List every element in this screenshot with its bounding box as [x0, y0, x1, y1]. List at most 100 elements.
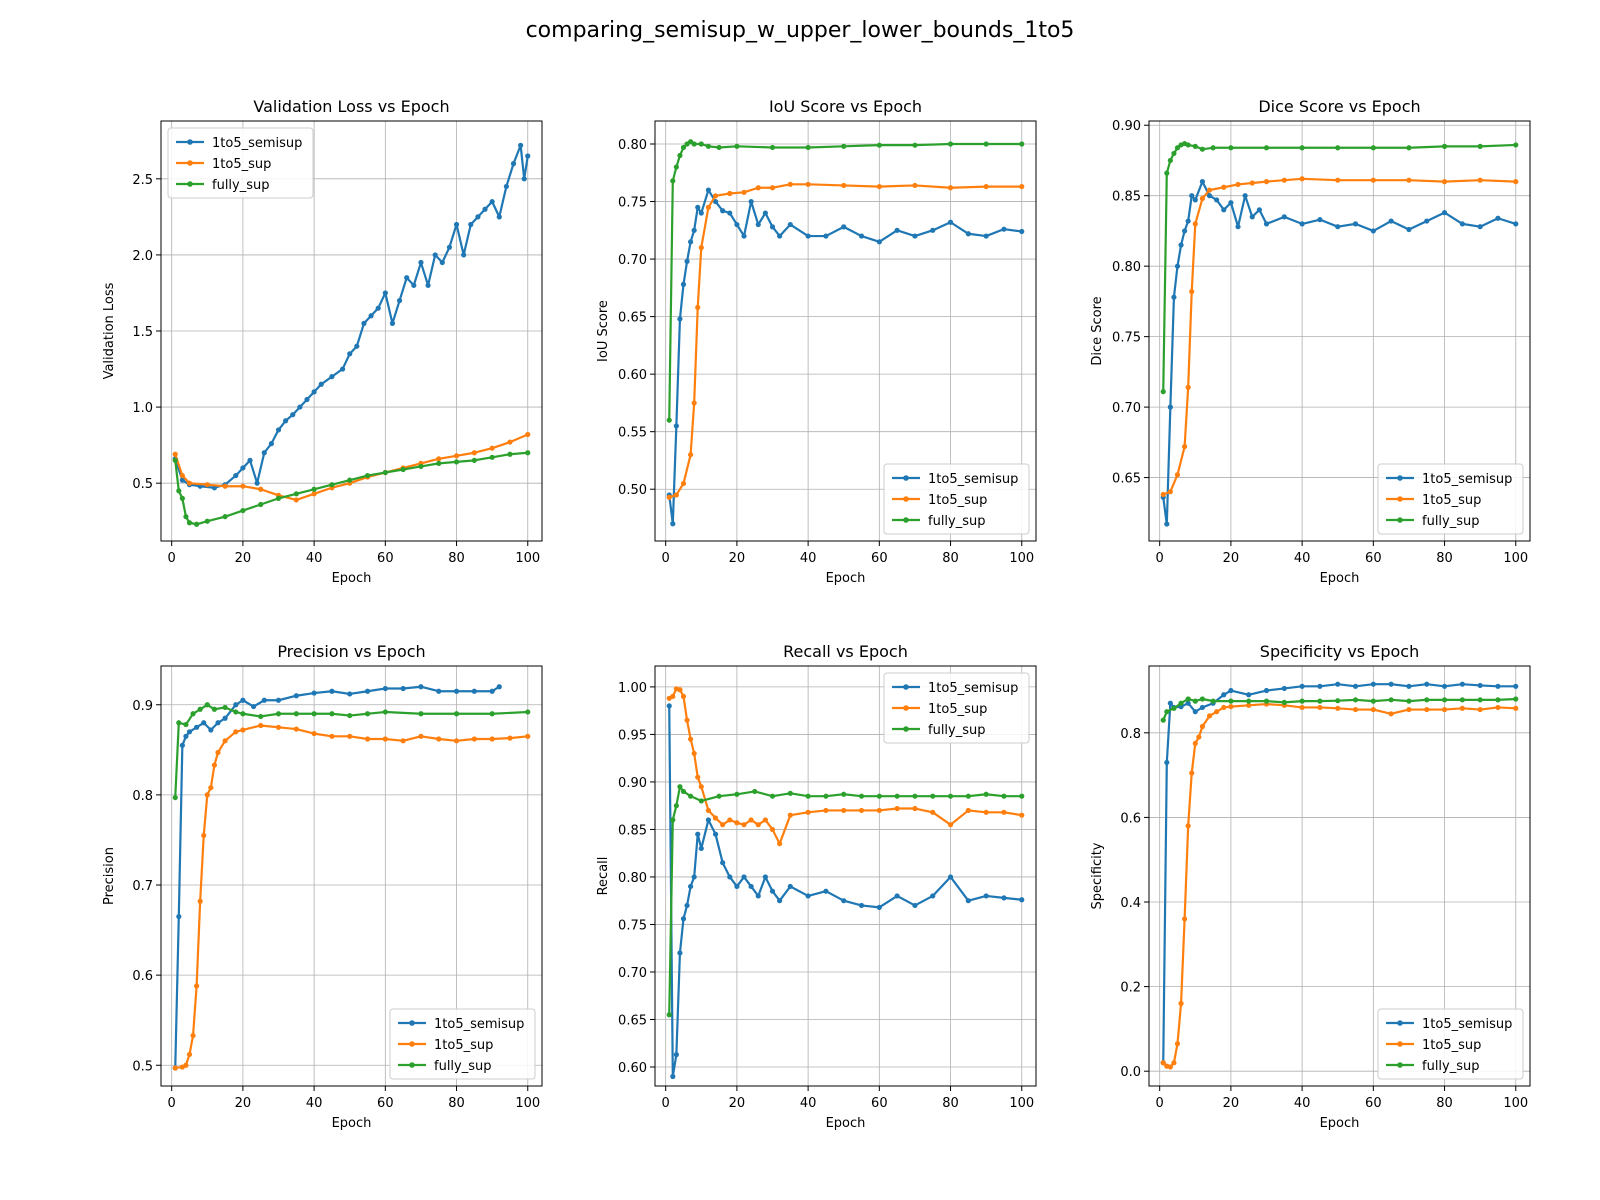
data-point-fully_sup — [1178, 700, 1184, 706]
y-axis-label: Precision — [102, 847, 117, 905]
data-point-1to5_sup — [382, 736, 388, 742]
data-point-fully_sup — [525, 709, 531, 715]
series-line-fully_sup — [174, 451, 528, 526]
data-point-fully_sup — [716, 793, 722, 799]
y-axis-label: IoU Score — [596, 300, 611, 362]
data-point-fully_sup — [841, 791, 847, 797]
data-point-1to5_sup — [489, 445, 495, 451]
data-point-1to5_semisup — [1495, 683, 1501, 689]
data-point-1to5_sup — [1477, 706, 1483, 713]
legend-marker-fully_sup — [187, 181, 193, 187]
data-point-1to5_sup — [1388, 711, 1394, 717]
data-point-1to5_semisup — [1164, 521, 1170, 527]
data-point-1to5_semisup — [670, 521, 676, 527]
data-point-1to5_sup — [876, 183, 882, 190]
data-point-1to5_sup — [329, 733, 335, 739]
data-point-fully_sup — [698, 798, 704, 804]
data-point-fully_sup — [347, 712, 353, 719]
y-tick-label: 0.5 — [132, 477, 153, 492]
x-tick-label: 0 — [1156, 1096, 1164, 1111]
y-tick-label: 1.0 — [132, 401, 153, 416]
data-point-1to5_sup — [364, 736, 371, 742]
y-tick-label: 0.80 — [1112, 260, 1141, 275]
data-point-1to5_sup — [695, 774, 701, 780]
data-point-1to5_semisup — [1317, 217, 1323, 223]
data-point-1to5_semisup — [787, 883, 793, 890]
x-tick-label: 40 — [306, 1096, 323, 1111]
data-point-1to5_sup — [1189, 770, 1195, 776]
data-point-fully_sup — [1164, 709, 1170, 715]
data-point-1to5_sup — [705, 204, 712, 210]
data-point-1to5_sup — [1019, 812, 1025, 818]
data-point-1to5_semisup — [468, 221, 474, 228]
data-point-1to5_semisup — [1352, 221, 1359, 227]
x-tick-label: 20 — [1223, 551, 1240, 566]
data-point-fully_sup — [1185, 696, 1191, 702]
x-tick-label: 80 — [448, 551, 465, 566]
data-point-1to5_semisup — [275, 697, 282, 703]
data-point-1to5_semisup — [311, 690, 317, 696]
y-axis-label: Recall — [596, 857, 611, 896]
x-axis-label: Epoch — [1320, 1116, 1360, 1131]
data-point-1to5_sup — [471, 450, 477, 456]
data-point-1to5_semisup — [1206, 193, 1213, 199]
data-point-1to5_semisup — [673, 423, 679, 429]
data-point-1to5_sup — [894, 805, 900, 812]
x-tick-label: 100 — [1009, 551, 1034, 566]
legend-label: 1to5_sup — [928, 493, 987, 508]
data-point-1to5_semisup — [1299, 221, 1305, 227]
data-point-fully_sup — [176, 720, 182, 726]
data-point-1to5_sup — [190, 1032, 196, 1039]
data-point-fully_sup — [258, 501, 264, 508]
data-point-1to5_sup — [805, 809, 811, 815]
data-point-1to5_sup — [666, 494, 672, 500]
data-point-1to5_sup — [1019, 183, 1025, 190]
x-tick-label: 60 — [377, 1096, 394, 1111]
data-point-1to5_semisup — [194, 724, 200, 730]
data-point-1to5_sup — [677, 687, 683, 693]
data-point-1to5_sup — [1001, 809, 1007, 815]
data-point-1to5_semisup — [418, 259, 424, 266]
x-tick-label: 0 — [662, 1096, 670, 1111]
data-point-1to5_sup — [1221, 184, 1227, 190]
y-tick-label: 0.65 — [618, 1013, 647, 1028]
data-point-fully_sup — [179, 495, 185, 501]
data-point-1to5_semisup — [1299, 683, 1305, 689]
legend-label: 1to5_semisup — [212, 136, 302, 151]
data-point-1to5_semisup — [521, 176, 527, 182]
data-point-1to5_sup — [769, 826, 776, 833]
data-point-1to5_semisup — [1246, 692, 1252, 698]
data-point-fully_sup — [1441, 143, 1448, 149]
data-point-1to5_sup — [1171, 1060, 1177, 1066]
data-point-fully_sup — [769, 144, 776, 151]
y-tick-label: 0.80 — [618, 871, 647, 886]
legend-label: 1to5_semisup — [434, 1017, 524, 1032]
y-tick-label: 0.90 — [618, 776, 647, 791]
data-point-1to5_semisup — [1235, 224, 1241, 230]
data-point-1to5_sup — [691, 750, 697, 757]
data-point-1to5_semisup — [510, 161, 517, 167]
data-point-fully_sup — [311, 486, 317, 492]
data-point-1to5_semisup — [453, 221, 460, 228]
data-point-1to5_semisup — [1513, 683, 1519, 689]
legend-marker-fully_sup — [409, 1062, 415, 1068]
data-point-fully_sup — [194, 521, 200, 527]
data-point-1to5_semisup — [720, 860, 726, 866]
y-tick-label: 0.7 — [132, 879, 153, 894]
data-point-1to5_semisup — [432, 252, 438, 258]
subplot-4: 0 20 40 60 80 100 0.5 0.6 0.7 0.8 0.9 Precision vs … — [102, 642, 543, 1131]
x-tick-label: 100 — [1009, 1096, 1034, 1111]
legend-label: fully_sup — [1422, 514, 1480, 529]
data-point-1to5_sup — [673, 492, 679, 498]
data-point-1to5_sup — [1370, 706, 1376, 713]
data-point-1to5_semisup — [411, 282, 417, 288]
data-point-1to5_sup — [201, 832, 207, 839]
data-point-1to5_sup — [240, 483, 246, 489]
data-point-1to5_sup — [1221, 704, 1227, 711]
data-point-fully_sup — [947, 793, 954, 799]
data-point-fully_sup — [716, 144, 722, 151]
data-point-1to5_semisup — [734, 883, 740, 890]
data-point-1to5_sup — [172, 1065, 178, 1071]
data-point-1to5_sup — [841, 182, 847, 189]
data-point-1to5_semisup — [691, 874, 697, 880]
